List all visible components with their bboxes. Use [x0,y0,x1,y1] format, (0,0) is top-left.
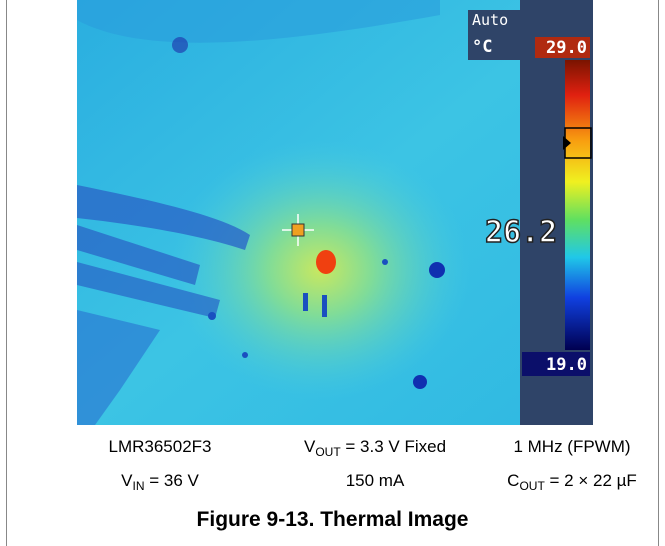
subscript: OUT [519,479,545,493]
caption-text: 1 MHz (FPWM) [513,437,631,456]
caption-text: = 3.3 V Fixed [340,437,447,456]
caption-cell: VIN = 36 V [121,471,199,493]
caption-text: 150 mA [345,471,405,490]
color-scale [565,60,590,350]
spot-label: 26.2 [485,215,557,250]
min-label: 19.0 [546,355,587,375]
caption-text: V [303,437,316,456]
caption-cell: COUT = 2 × 22 µF [507,471,637,493]
caption-text: V [121,471,133,490]
caption-text: C [507,471,520,490]
crosshair [291,223,305,237]
thermal-image: Auto °C 29.0 26.2 19.0 [77,0,593,425]
frame-line [658,0,659,546]
caption-cell: VOUT = 3.3 V Fixed [304,437,446,459]
caption-cell: 150 mA [346,471,405,491]
figure-title: Figure 9-13. Thermal Image [196,508,469,531]
frame-line [6,0,7,546]
caption-cell: 1 MHz (FPWM) [513,437,630,457]
unit-label: °C [472,37,492,57]
subscript: OUT [315,445,341,459]
max-label: 29.0 [546,38,587,58]
mode-label: Auto [472,11,508,29]
caption-text: = 2 × 22 µF [544,471,637,490]
subscript: IN [132,479,145,493]
hot-spot [316,250,336,274]
caption-text: = 36 V [144,471,199,490]
caption-cell: LMR36502F3 [108,437,211,457]
caption-text: LMR36502F3 [108,437,212,456]
